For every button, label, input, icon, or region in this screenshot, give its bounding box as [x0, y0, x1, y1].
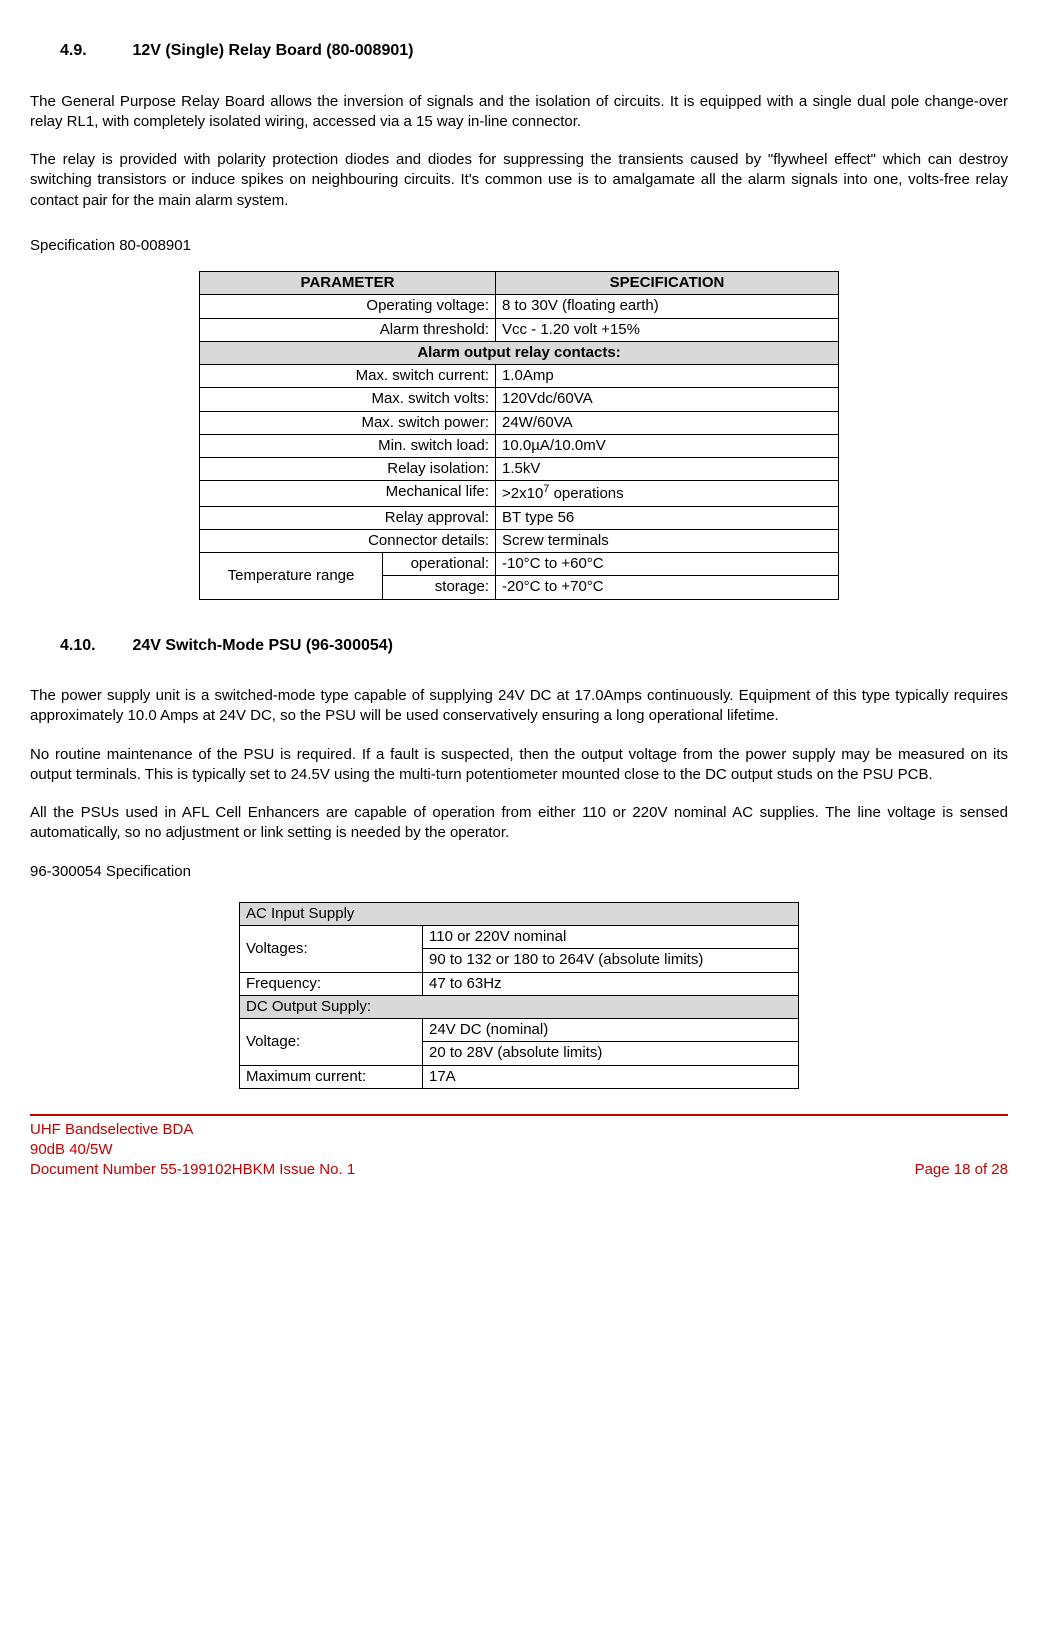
table-cell: 8 to 30V (floating earth): [496, 295, 839, 318]
footer-doc-number: Document Number 55-199102HBKM Issue No. …: [30, 1160, 355, 1180]
table-cell: Relay approval:: [200, 506, 496, 529]
section-number: 4.9.: [60, 40, 128, 62]
table-header-param: PARAMETER: [200, 272, 496, 295]
table-cell: Max. switch volts:: [200, 388, 496, 411]
table-cell: Voltages:: [240, 926, 423, 973]
paragraph: No routine maintenance of the PSU is req…: [30, 745, 1008, 786]
spec-table-relay: PARAMETER SPECIFICATION Operating voltag…: [199, 271, 839, 600]
table-cell: 90 to 132 or 180 to 264V (absolute limit…: [423, 949, 799, 972]
table-cell: 24V DC (nominal): [423, 1019, 799, 1042]
paragraph: All the PSUs used in AFL Cell Enhancers …: [30, 803, 1008, 844]
table-section-header: AC Input Supply: [240, 902, 799, 925]
table-cell: -20°C to +70°C: [496, 576, 839, 599]
paragraph: The power supply unit is a switched-mode…: [30, 686, 1008, 727]
text: operations: [549, 485, 623, 502]
table-cell: Max. switch power:: [200, 411, 496, 434]
table-cell: storage:: [383, 576, 496, 599]
text: >2x10: [502, 485, 543, 502]
table-cell: >2x107 operations: [496, 481, 839, 506]
table-header-spec: SPECIFICATION: [496, 272, 839, 295]
table-cell: Temperature range: [200, 553, 383, 600]
table-cell: Mechanical life:: [200, 481, 496, 506]
paragraph: The General Purpose Relay Board allows t…: [30, 92, 1008, 133]
table-cell: 1.5kV: [496, 458, 839, 481]
table-section-header: Alarm output relay contacts:: [200, 341, 839, 364]
table-cell: Relay isolation:: [200, 458, 496, 481]
table-cell: Maximum current:: [240, 1065, 423, 1088]
table-cell: 120Vdc/60VA: [496, 388, 839, 411]
table-cell: Screw terminals: [496, 529, 839, 552]
section-heading-49: 4.9. 12V (Single) Relay Board (80-008901…: [60, 40, 1008, 62]
table-cell: 17A: [423, 1065, 799, 1088]
spec-table-psu: AC Input Supply Voltages: 110 or 220V no…: [239, 902, 799, 1089]
table-cell: operational:: [383, 553, 496, 576]
footer-line1: UHF Bandselective BDA: [30, 1120, 1008, 1140]
table-cell: Min. switch load:: [200, 434, 496, 457]
footer-line2: 90dB 40/5W: [30, 1140, 1008, 1160]
footer-divider: [30, 1114, 1008, 1116]
spec-label: 96-300054 Specification: [30, 862, 1008, 882]
spec-label: Specification 80-008901: [30, 236, 1008, 256]
table-cell: 20 to 28V (absolute limits): [423, 1042, 799, 1065]
table-cell: Connector details:: [200, 529, 496, 552]
table-cell: 1.0Amp: [496, 365, 839, 388]
page-footer: UHF Bandselective BDA 90dB 40/5W Documen…: [30, 1120, 1008, 1181]
table-cell: Voltage:: [240, 1019, 423, 1066]
table-cell: 110 or 220V nominal: [423, 926, 799, 949]
table-cell: 47 to 63Hz: [423, 972, 799, 995]
table-cell: 10.0µA/10.0mV: [496, 434, 839, 457]
table-cell: Vcc - 1.20 volt +15%: [496, 318, 839, 341]
table-cell: Operating voltage:: [200, 295, 496, 318]
section-heading-410: 4.10. 24V Switch-Mode PSU (96-300054): [60, 635, 1008, 657]
paragraph: The relay is provided with polarity prot…: [30, 150, 1008, 211]
table-cell: 24W/60VA: [496, 411, 839, 434]
table-cell: Frequency:: [240, 972, 423, 995]
section-title: 12V (Single) Relay Board (80-008901): [132, 42, 413, 59]
table-cell: -10°C to +60°C: [496, 553, 839, 576]
footer-page-number: Page 18 of 28: [915, 1160, 1008, 1180]
table-section-header: DC Output Supply:: [240, 995, 799, 1018]
table-cell: BT type 56: [496, 506, 839, 529]
section-number: 4.10.: [60, 635, 128, 657]
table-cell: Max. switch current:: [200, 365, 496, 388]
section-title: 24V Switch-Mode PSU (96-300054): [132, 637, 393, 654]
table-cell: Alarm threshold:: [200, 318, 496, 341]
